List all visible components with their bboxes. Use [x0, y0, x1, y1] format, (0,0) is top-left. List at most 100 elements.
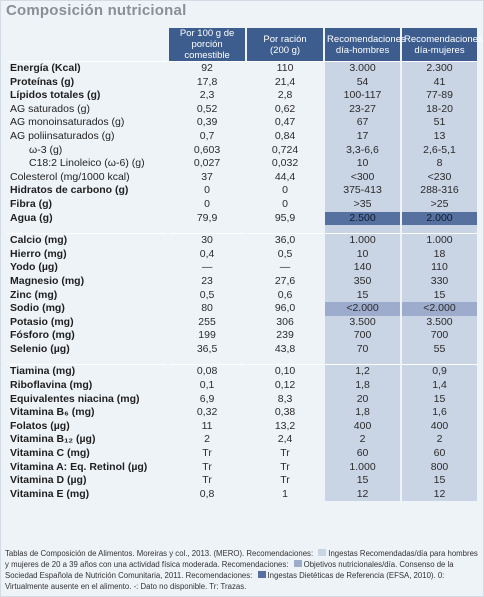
table-row: Vitamina E (mg) 0,8 1 12 12: [7, 487, 477, 502]
header-line: Por 100 g de: [179, 28, 235, 39]
spacer-cell: [325, 225, 401, 234]
header-rec-men: Recomendaciones día-hombres: [325, 28, 406, 61]
header-line: (200 g): [270, 44, 301, 56]
rec-men-value: 3.000: [325, 61, 401, 76]
value-per-ration: 13,2: [274, 419, 296, 432]
rec-women-value: <2.000: [402, 302, 477, 316]
value-per-100g: 37: [201, 170, 213, 183]
value-per-ration: 0,6: [277, 288, 293, 301]
rec-men-value: 15: [325, 474, 401, 488]
row-label: AG monoinsaturados (g): [10, 116, 125, 129]
rec-men-value: 3.500: [325, 315, 401, 330]
value-per-ration: 2,8: [277, 89, 293, 102]
value-per-ration: 0: [282, 184, 288, 197]
rec-women-value: 18: [402, 247, 477, 262]
row-label: Vitamina C (mg): [10, 447, 90, 460]
value-per-ration: 43,8: [274, 342, 296, 355]
value-per-ration: 306: [276, 315, 294, 328]
value-per-100g: 92: [169, 61, 246, 76]
header-line: porción comestible: [184, 39, 230, 61]
rec-men-value: <2.000: [325, 302, 401, 316]
spacer-cell: [7, 356, 167, 364]
rec-men-value: >35: [325, 197, 401, 212]
table-row: Sodio (mg) 80 96,0 <2.000 <2.000: [7, 302, 477, 316]
row-label: Folatos (µg): [10, 419, 70, 432]
rec-men-value: 10: [325, 157, 401, 171]
value-per-ration: 36,0: [247, 233, 324, 248]
table-row: Colesterol (mg/1000 kcal) 37 44,4 <300 <230: [7, 170, 477, 185]
value-per-100g: 0: [204, 184, 210, 197]
rec-women-value: 288-316: [402, 184, 477, 198]
value-per-100g: 199: [198, 329, 216, 342]
rec-women-value: 2.300: [402, 61, 477, 76]
rec-women-value: 2.000: [402, 211, 477, 226]
rec-men-value: <300: [325, 170, 401, 185]
rec-women-value: 15: [402, 288, 477, 303]
group-spacer-row: [7, 225, 477, 234]
row-label: C18:2 Linoleico (ω-6) (g): [29, 157, 145, 170]
row-label: Potasio (mg): [10, 315, 74, 328]
value-per-ration: Tr: [280, 447, 290, 460]
rec-men-value: 1,8: [325, 379, 401, 393]
rec-men-value: 375-413: [325, 184, 401, 198]
table-row: ω-3 (g) 0,603 0,724 3,3-6,6 2,6-5,1: [7, 143, 477, 158]
legend-swatch-ir: [318, 549, 327, 556]
row-label: AG saturados (g): [10, 102, 90, 115]
table-row: Vitamina D (µg) Tr Tr 15 15: [7, 474, 477, 488]
rec-women-value: 2: [402, 433, 477, 448]
spacer-cell: [402, 225, 477, 234]
value-per-100g: 255: [198, 315, 216, 328]
value-per-100g: Tr: [202, 460, 212, 473]
rec-men-value: 23-27: [325, 102, 401, 117]
value-per-100g: 0,8: [199, 487, 215, 500]
table-row: Yodo (µg) — — 140 110: [7, 261, 477, 275]
rec-men-value: 12: [325, 487, 401, 502]
value-per-100g: 0,027: [193, 157, 221, 170]
rec-women-value: 1.000: [402, 233, 477, 248]
value-per-100g: Tr: [202, 447, 212, 460]
value-per-100g: 0,32: [196, 406, 218, 419]
rec-women-value: 55: [402, 342, 477, 357]
header-blank-cell: [7, 28, 167, 61]
value-per-100g: 0,08: [169, 364, 246, 379]
rec-men-value: 1,2: [325, 364, 401, 380]
row-label: Hierro (mg): [10, 247, 67, 260]
table-row: Agua (g) 79,9 95,9 2.500 2.000: [7, 211, 477, 226]
value-per-100g: 6,9: [199, 392, 215, 405]
value-per-ration: 2,4: [277, 433, 293, 446]
value-per-ration: 110: [247, 61, 324, 76]
rec-women-value: 110: [402, 261, 477, 275]
table-header-row: Por 100 g de porción comestible Por raci…: [7, 28, 483, 61]
row-label: Vitamina A: Eq. Retinol (µg): [10, 460, 148, 473]
rec-men-value: 2: [325, 433, 401, 448]
row-label: Vitamina D (µg): [10, 474, 87, 487]
row-label: ω-3 (g): [29, 143, 63, 156]
value-per-100g: 36,5: [196, 342, 218, 355]
rec-women-value: 8: [402, 157, 477, 171]
value-per-ration: 0,84: [274, 129, 296, 142]
row-label: Hidratos de carbono (g): [10, 184, 129, 197]
rec-women-value: 18-20: [402, 102, 477, 117]
rec-women-value: >25: [402, 197, 477, 212]
nutrition-table: Por 100 g de porción comestible Por raci…: [5, 28, 483, 502]
value-per-100g: 17,8: [196, 75, 218, 88]
rec-women-value: 330: [402, 274, 477, 289]
row-label: Vitamina B₆ (mg): [10, 406, 95, 419]
rec-women-value: 3.500: [402, 315, 477, 330]
table-row: Energía (Kcal) 92 110 3.000 2.300: [7, 61, 477, 76]
group-spacer-row: [7, 356, 477, 365]
value-per-ration: 21,4: [274, 75, 296, 88]
row-label: Lípidos totales (g): [10, 89, 101, 102]
rec-men-value: 10: [325, 247, 401, 262]
rec-women-value: 700: [402, 329, 477, 343]
table-row: Hierro (mg) 0,4 0,5 10 18: [7, 247, 477, 262]
rec-men-value: 20: [325, 392, 401, 407]
value-per-ration: 0,38: [274, 406, 296, 419]
value-per-ration: 0,12: [274, 379, 296, 392]
rec-women-value: 51: [402, 116, 477, 130]
footnote-legend-objectives: Objetivos nutricionales/día. Consenso de…: [5, 560, 454, 580]
table-row: AG poliinsaturados (g) 0,7 0,84 17 13: [7, 129, 477, 144]
spacer-cell: [402, 356, 477, 365]
rec-men-value: 17: [325, 129, 401, 144]
row-label: Magnesio (mg): [10, 274, 85, 287]
